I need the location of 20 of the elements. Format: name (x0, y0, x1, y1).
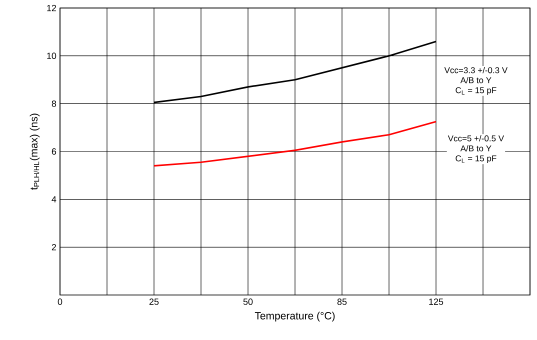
x-tick-label: 85 (337, 298, 347, 305)
y-tick-label: 8 (52, 100, 56, 107)
x-tick-label: 25 (149, 298, 159, 305)
annotation: Vcc=5 +/-0.5 V (448, 135, 504, 142)
x-tick-label: 50 (243, 298, 253, 305)
annotation: Vcc=3.3 +/-0.3 V (444, 66, 508, 74)
x-tick-label: 125 (429, 298, 444, 305)
annotation: C$_{L}$ = 15 pF (456, 87, 496, 95)
y-tick-label: 6 (52, 148, 56, 155)
line-series (153, 120, 437, 167)
annotation: A/B to Y (460, 145, 492, 152)
annotation: A/B to Y (460, 76, 492, 84)
y-tick-label: 2 (52, 244, 56, 250)
annotation: C$_{L}$ = 15 pF (456, 155, 496, 164)
y-tick-label: 4 (52, 196, 56, 202)
x-tick-label: 0 (58, 298, 62, 305)
y-axis-title: t$_{PLH/HL}$(max) (ns) (30, 114, 40, 190)
x-axis-title: Temperature (°C) (254, 312, 335, 322)
y-tick-label: 10 (47, 52, 56, 60)
y-tick-label: 12 (47, 4, 56, 12)
